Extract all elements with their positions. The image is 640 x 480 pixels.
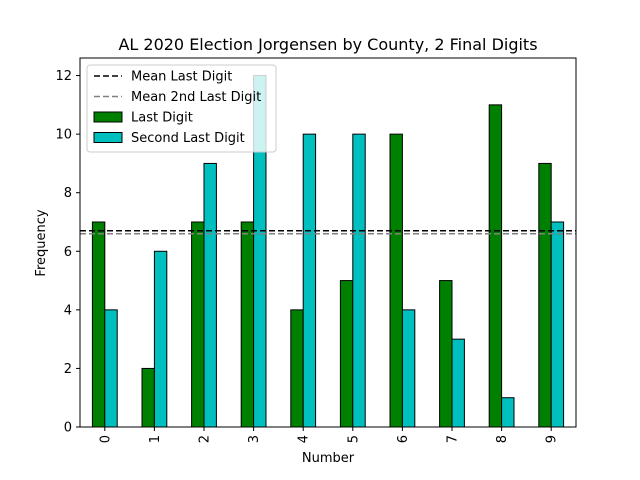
y-axis-title: Frequency	[34, 209, 49, 276]
x-tick-label: 5	[346, 435, 361, 443]
legend-label: Mean 2nd Last Digit	[131, 90, 261, 105]
x-tick-label: 9	[545, 435, 560, 443]
legend: Mean Last Digit Mean 2nd Last Digit Last D…	[86, 64, 277, 153]
bar-last-digit-6	[389, 133, 403, 428]
legend-box	[86, 64, 277, 153]
legend-entry-mean-2nd-last-digit: Mean 2nd Last Digit	[94, 90, 261, 105]
legend-patch-swatch	[93, 132, 123, 143]
y-tick-label: 4	[64, 303, 72, 318]
y-tick-label: 8	[64, 186, 72, 201]
bar-second-last-digit-7	[451, 338, 465, 428]
x-tick-label: 0	[98, 435, 113, 443]
bar-second-last-digit-9	[550, 221, 565, 428]
legend-label: Last Digit	[131, 111, 193, 126]
x-tick-label: 6	[396, 435, 411, 443]
bar-last-digit-5	[339, 280, 354, 428]
y-tick-label: 2	[64, 362, 72, 377]
legend-entry-last-digit: Last Digit	[93, 111, 193, 126]
y-tick-label: 6	[64, 245, 72, 260]
bar-last-digit-0	[91, 221, 106, 428]
bar-last-digit-9	[538, 162, 552, 428]
bar-second-last-digit-1	[153, 250, 168, 428]
chart-title: AL 2020 Election Jorgensen by County, 2 …	[118, 35, 537, 54]
x-tick-label: 4	[297, 435, 312, 443]
bar-last-digit-2	[191, 221, 205, 428]
bar-second-last-digit-5	[352, 133, 366, 428]
bar-last-digit-7	[439, 280, 453, 428]
x-tick-label: 3	[247, 435, 262, 443]
y-tick-label: 12	[55, 69, 72, 84]
x-axis-title: Number	[302, 451, 355, 466]
legend-entry-mean-last-digit: Mean Last Digit	[94, 70, 232, 85]
x-tick-label: 2	[198, 435, 213, 443]
legend-label: Mean Last Digit	[131, 70, 232, 85]
x-tick-label: 1	[148, 435, 163, 443]
x-tick-label: 7	[446, 435, 461, 443]
legend-entry-second-last-digit: Second Last Digit	[93, 131, 245, 146]
legend-label: Second Last Digit	[131, 131, 245, 146]
plot-frame	[79, 57, 577, 428]
bar-last-digit-1	[141, 367, 155, 428]
bar-last-digit-3	[240, 221, 255, 428]
bar-second-last-digit-6	[401, 309, 416, 428]
x-tick-label: 8	[495, 435, 510, 443]
bar-second-last-digit-2	[203, 162, 217, 428]
y-tick-label: 0	[64, 421, 72, 436]
bar-second-last-digit-4	[302, 133, 317, 428]
y-tick-label: 10	[55, 128, 72, 143]
bar-last-digit-8	[488, 104, 503, 428]
legend-patch-swatch	[93, 111, 123, 123]
bar-second-last-digit-0	[104, 309, 118, 428]
bar-last-digit-4	[290, 309, 304, 428]
bar-second-last-digit-8	[501, 397, 515, 428]
